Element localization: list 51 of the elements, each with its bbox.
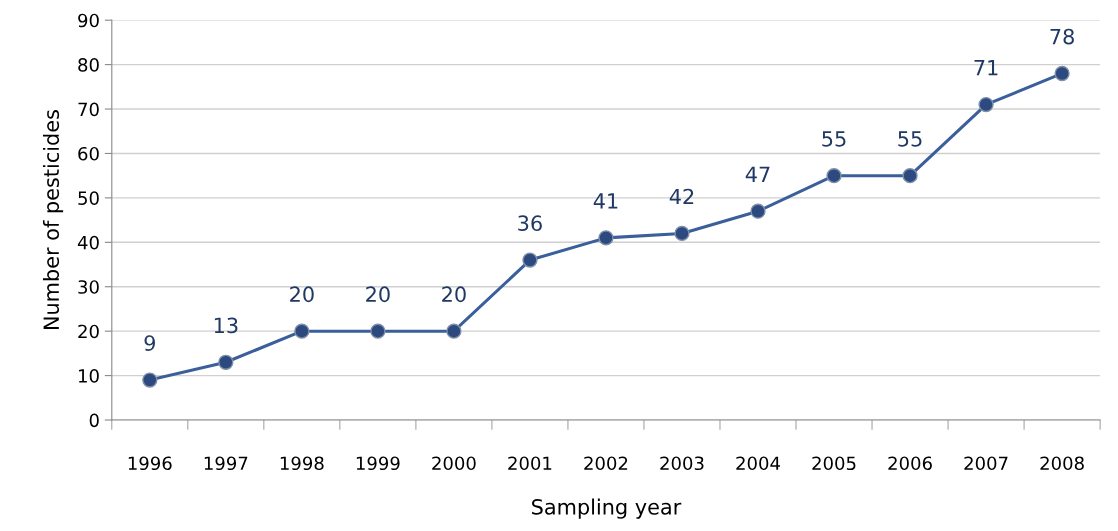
x-tick-label: 2006: [888, 456, 932, 471]
y-tick-label: 0: [89, 413, 99, 428]
data-label: 41: [593, 193, 618, 209]
point: [674, 225, 690, 242]
y-tick-label: 90: [78, 13, 99, 28]
x-tick-label: 1996: [128, 456, 172, 471]
x-tick-label: 2007: [964, 456, 1008, 471]
data-label: 78: [1050, 28, 1074, 45]
x-tick-label: 1999: [356, 456, 400, 471]
y-tick-label: 30: [78, 280, 99, 294]
y-tick-label: 80: [78, 58, 99, 72]
data-label: 9: [144, 335, 155, 351]
point: [446, 323, 462, 339]
x-axis-title: Sampling year: [532, 498, 682, 519]
point: [142, 372, 158, 388]
y-tick-label: 70: [78, 102, 99, 117]
data-label: 36: [518, 215, 542, 232]
x-tick-label: 2000: [432, 456, 476, 471]
data-label: 20: [290, 286, 314, 303]
point: [598, 230, 614, 246]
x-tick-label: 2008: [1040, 456, 1084, 471]
data-label: 71: [974, 60, 998, 76]
data-label: 42: [669, 188, 694, 205]
point: [978, 96, 994, 113]
data-label: 20: [442, 286, 466, 303]
x-tick-label: 2001: [508, 456, 552, 471]
data-label: 47: [745, 166, 770, 182]
data-label: 13: [214, 317, 238, 334]
x-tick-label: 2002: [584, 456, 628, 471]
y-tick-label: 10: [79, 369, 99, 383]
data-label: 55: [822, 131, 846, 147]
x-tick-label: 2005: [812, 456, 856, 471]
point: [1054, 65, 1070, 82]
point: [750, 203, 766, 219]
point: [218, 354, 234, 370]
y-tick-label: 40: [77, 235, 99, 250]
point: [370, 323, 386, 339]
y-tick-label: 20: [78, 324, 99, 339]
y-tick-label: 60: [78, 146, 99, 161]
x-tick-label: 2003: [660, 456, 704, 471]
data-label: 20: [366, 286, 390, 303]
x-tick-label: 1997: [204, 456, 248, 471]
x-tick-label: 1998: [280, 456, 324, 471]
point: [826, 168, 842, 184]
point: [902, 168, 918, 184]
y-axis-title: Number of pesticides: [42, 110, 64, 330]
point: [522, 252, 538, 268]
data-label: 55: [898, 131, 922, 147]
y-tick-label: 50: [78, 191, 99, 205]
point: [294, 323, 310, 339]
x-tick-label: 2004: [736, 456, 780, 471]
